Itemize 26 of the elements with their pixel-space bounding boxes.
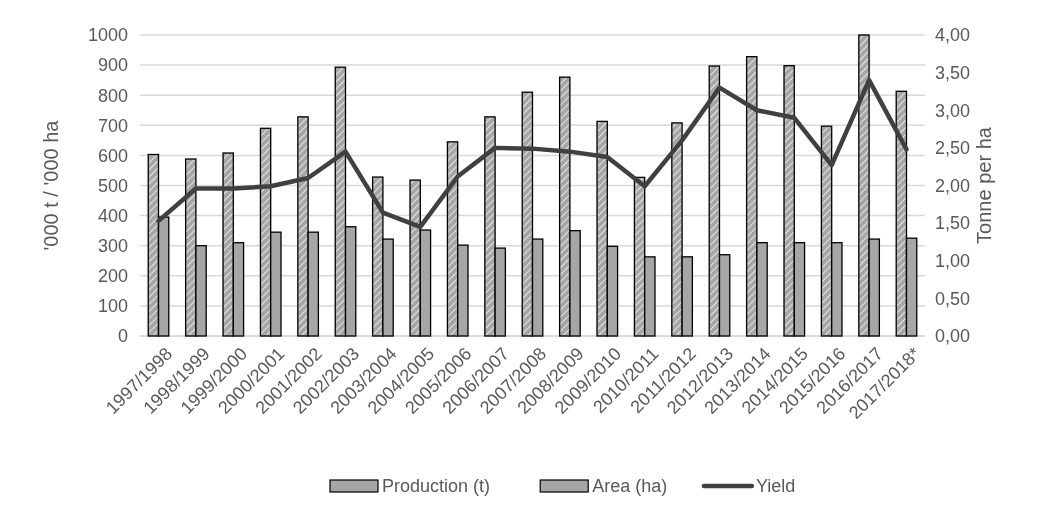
y-tick-label: 1000 [87, 25, 128, 46]
y2-tick-label: 1,00 [935, 251, 971, 272]
y2-tick-label: 3,00 [935, 100, 971, 121]
y-tick-label: 600 [97, 145, 128, 166]
y-tick-label: 800 [97, 85, 128, 106]
y-tick-label: 500 [97, 175, 128, 196]
legend-label: Yield [755, 476, 796, 497]
y2-axis-title: Tonne per ha [973, 126, 995, 244]
y-tick-label: 700 [97, 115, 128, 136]
line-series [156, 77, 909, 230]
y-tick-label: 300 [97, 236, 128, 256]
y-tick-label: 200 [97, 266, 128, 287]
y2-tick-label: 0,00 [935, 326, 971, 347]
y2-tick-label: 1,50 [935, 213, 971, 234]
y-tick-label: 100 [97, 296, 128, 317]
legend-label: Area (ha) [592, 476, 668, 497]
y2-tick-label: 2,50 [935, 138, 971, 159]
y-tick-label: 400 [97, 205, 128, 226]
y-tick-label: 0 [117, 326, 128, 347]
legend-label: Production (t) [382, 476, 491, 497]
y2-tick-label: 4,00 [935, 25, 971, 46]
y2-tick-label: 0,50 [935, 288, 971, 309]
y2-tick-label: 2,00 [935, 175, 971, 196]
y-tick-label: 900 [97, 55, 128, 76]
y-axis-title: '000 t / '000 ha [40, 119, 62, 251]
y2-tick-label: 3,50 [935, 62, 971, 83]
